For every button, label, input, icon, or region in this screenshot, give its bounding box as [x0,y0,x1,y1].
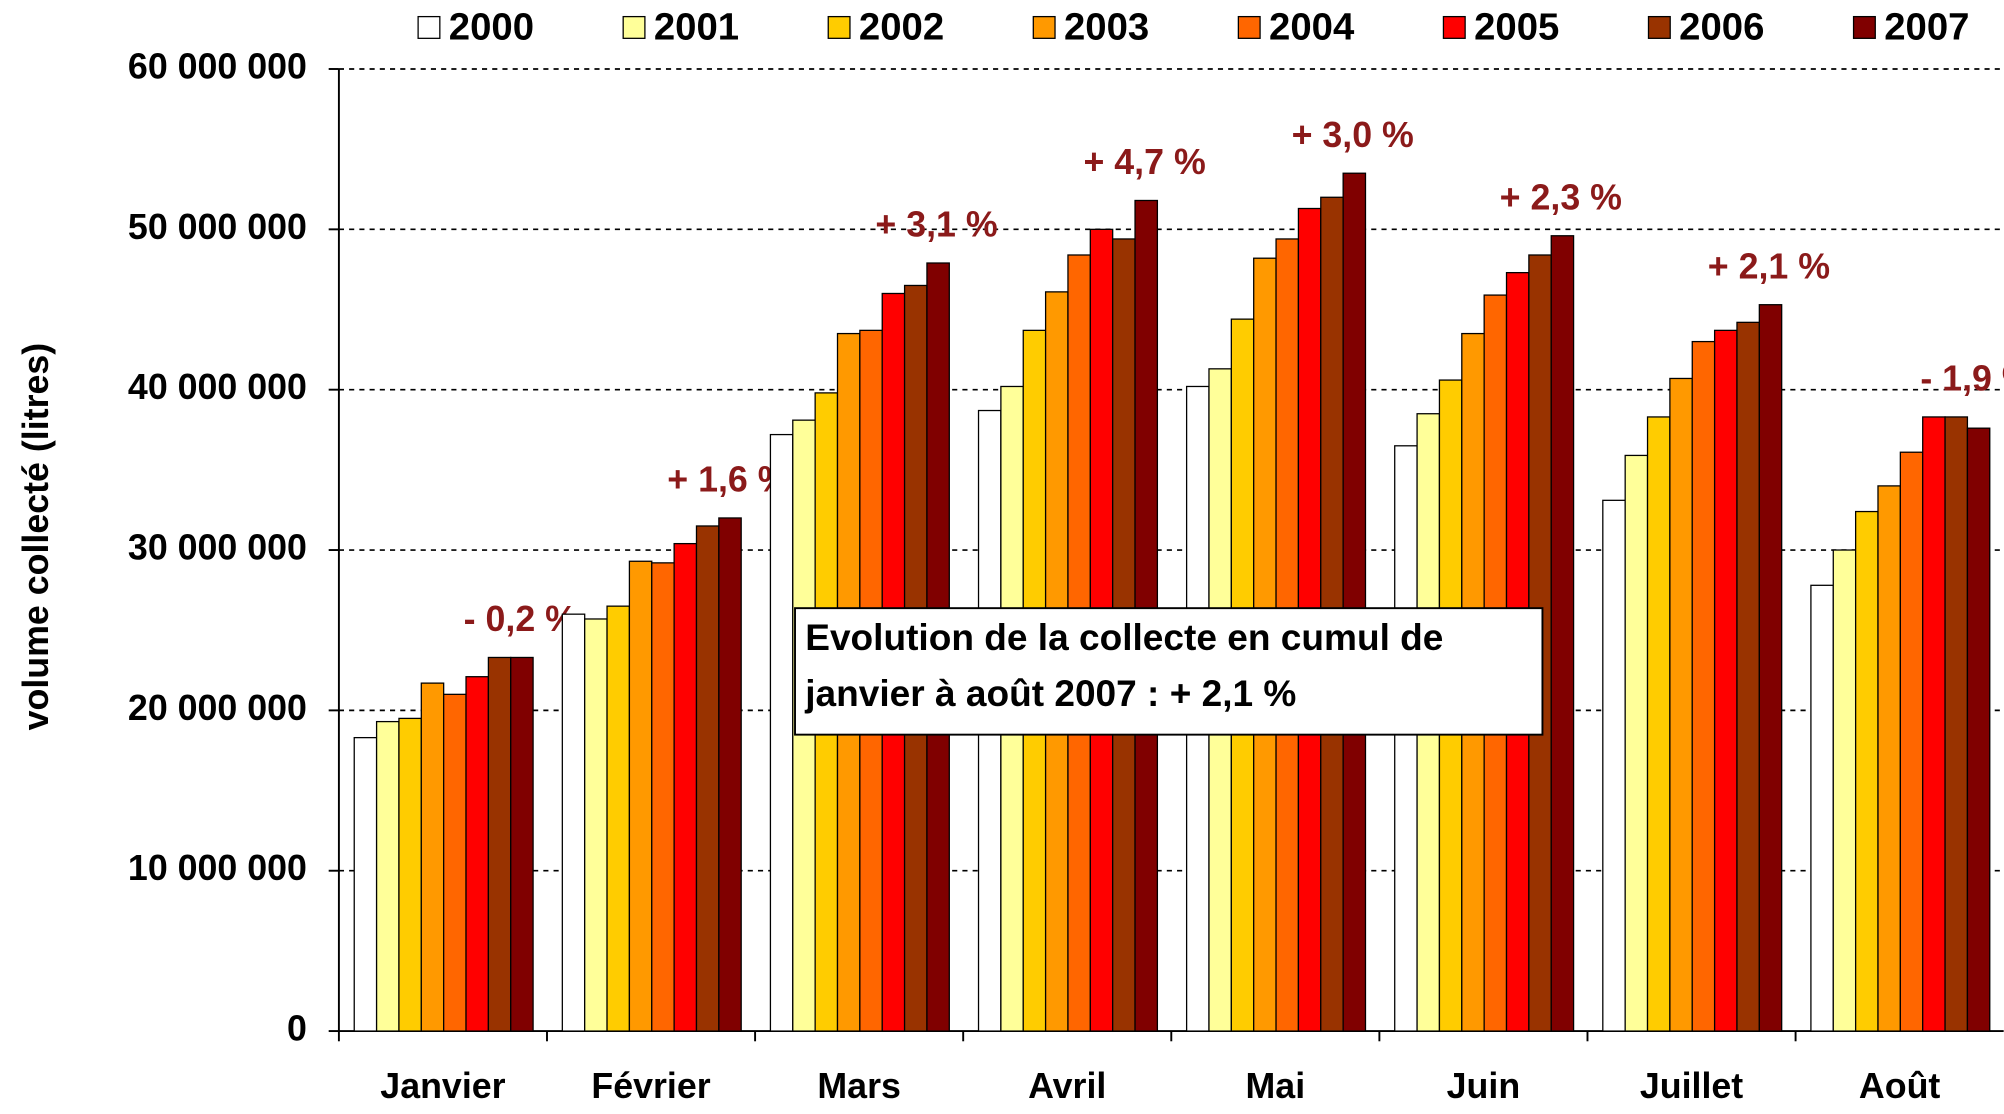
legend-label: 2002 [859,6,944,49]
note-text: Evolution de la collecte en cumul de [805,616,1443,658]
bar [1832,549,1857,1032]
bar [1394,445,1418,1032]
bar [1342,172,1367,1032]
bar [628,560,653,1032]
bar [1646,416,1671,1032]
bar [1966,427,1991,1032]
x-tick-label: Janvier [380,1066,505,1106]
bar [1854,510,1879,1032]
x-tick-label: Avril [1028,1066,1106,1106]
legend-label: 2001 [654,6,739,49]
legend-label: 2007 [1884,6,1969,49]
annotation: + 2,1 % [1708,246,1830,286]
y-tick-label: 40 000 000 [128,367,307,407]
bar [1922,416,1946,1032]
bar [606,605,631,1032]
bar [1877,485,1901,1032]
legend-swatch [1032,15,1056,39]
y-tick-label: 50 000 000 [128,207,307,247]
bar [375,720,400,1032]
bar [695,525,720,1032]
bar [1691,340,1716,1032]
legend-label: 2003 [1064,6,1149,49]
bar [1899,451,1924,1032]
annotation: - 0,2 % [464,599,577,639]
legend-swatch [827,15,851,39]
bar [1602,499,1626,1032]
legend-label: 2000 [449,6,534,49]
legend-swatch [1237,15,1261,39]
y-tick-label: 10 000 000 [128,848,307,888]
x-tick-label: Juin [1447,1066,1521,1106]
bar [1713,329,1738,1032]
bar [465,676,490,1032]
bar [1758,304,1783,1032]
bar [443,693,467,1032]
bar [1669,377,1693,1032]
bar [398,717,422,1032]
legend-label: 2006 [1679,6,1764,49]
bar [353,736,378,1032]
x-tick-label: Mai [1246,1066,1306,1106]
bar [487,656,512,1032]
bar [1810,584,1834,1032]
y-tick-label: 30 000 000 [128,527,307,567]
y-tick-label: 0 [287,1009,307,1049]
bar [673,542,698,1032]
annotation: + 3,0 % [1292,115,1414,155]
annotation: - 1,9 % [1920,359,2004,399]
y-axis-label: volume collecté (litres) [16,343,56,731]
legend-swatch [1852,15,1876,39]
legend-swatch [1442,15,1466,39]
x-tick-label: Juillet [1640,1066,1743,1106]
bar [1624,454,1649,1032]
y-tick-label: 20 000 000 [128,688,307,728]
legend-swatch [622,15,646,39]
note-text: janvier à août 2007 : + 2,1 % [804,672,1296,714]
bar [769,433,794,1032]
x-tick-label: Août [1859,1066,1941,1106]
bar [651,562,675,1032]
y-tick-label: 60 000 000 [128,46,307,86]
bar [1944,416,1969,1032]
bar [584,618,608,1032]
annotation: + 1,6 % [667,460,789,500]
legend-swatch [1647,15,1671,39]
annotation: + 3,1 % [875,205,997,245]
annotation: + 4,7 % [1083,142,1205,182]
legend-label: 2005 [1474,6,1559,49]
bar [561,613,586,1032]
x-tick-label: Février [591,1066,710,1106]
annotation: + 2,3 % [1500,177,1622,217]
bar [420,682,445,1032]
bar [510,656,534,1032]
legend-swatch [417,15,441,39]
bar [718,517,742,1032]
x-tick-label: Mars [817,1066,901,1106]
bar [1550,235,1575,1032]
legend-label: 2004 [1269,6,1355,49]
bar [1736,321,1760,1032]
note-box [794,607,1544,736]
